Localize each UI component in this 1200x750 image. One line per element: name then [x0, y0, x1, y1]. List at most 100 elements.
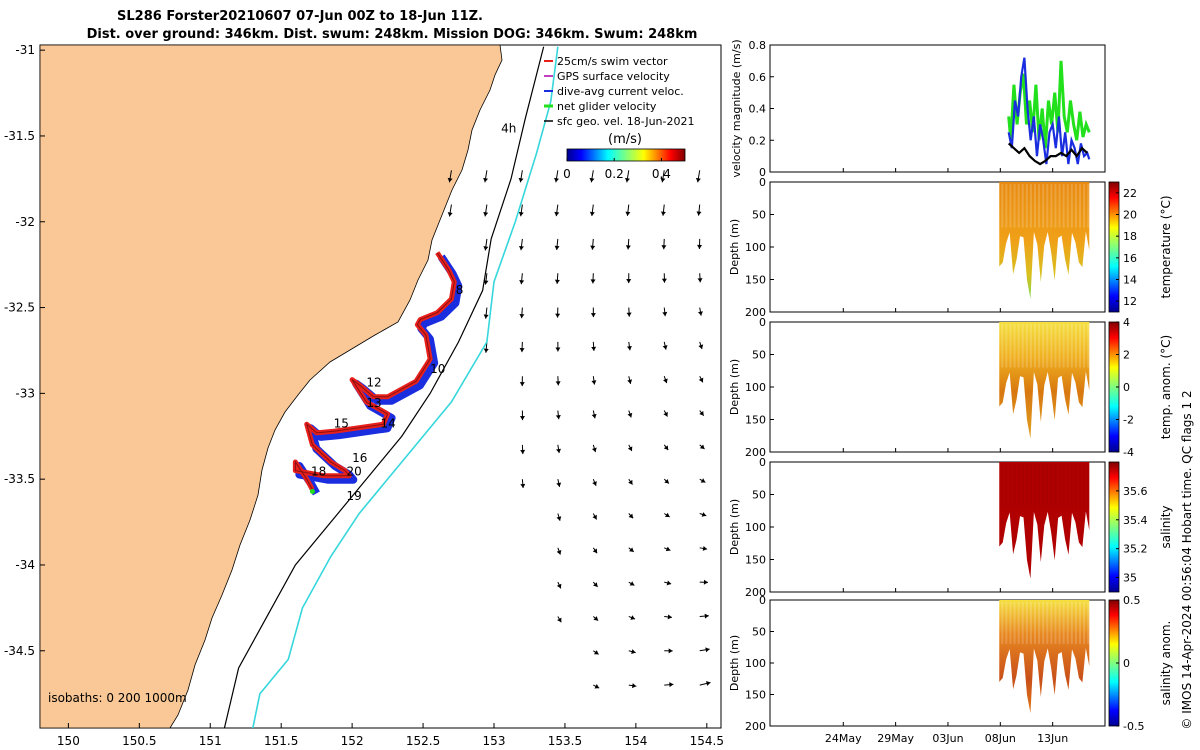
glider-track [292, 251, 463, 496]
lon-tick-label: 150 [57, 734, 80, 748]
time-axis-ticks: 24May 29May 03Jun 08Jun 13Jun [825, 168, 1068, 745]
current-vector-head [591, 447, 597, 453]
current-vectors [447, 170, 711, 689]
cbar-tick-label: -2 [1123, 414, 1134, 427]
time-tick-label: 29May [877, 732, 914, 745]
current-vector-head [695, 177, 701, 183]
current-vector-head [447, 212, 453, 217]
current-vector-head [591, 413, 597, 419]
cbar-label: salinity [1159, 505, 1173, 548]
depth-ylabel: Depth (m) [728, 219, 741, 275]
colorbar-unit: (m/s) [608, 132, 642, 147]
current-vector-head [697, 244, 703, 249]
current-vector-head [555, 313, 561, 318]
current-vector-head [626, 345, 632, 351]
cbar-label: temperature (°C) [1159, 196, 1173, 299]
depth-tick-label: 150 [745, 274, 766, 287]
day-label: 12 [366, 376, 381, 390]
current-vector-head [625, 245, 631, 250]
current-vector-head [518, 211, 524, 217]
profile-panel: 0 50 100 150 200 Depth (m) 4 2 0 -2 -4 temp. anom. … [728, 316, 1173, 459]
current-vector-head [592, 548, 598, 554]
lat-tick-label: -33 [15, 386, 35, 400]
depth-tick-label: 100 [745, 657, 766, 670]
depth-tick-label: 100 [745, 241, 766, 254]
velocity-series [1007, 57, 1091, 165]
depth-tick-label: 150 [745, 689, 766, 702]
current-vector-head [483, 212, 489, 217]
cbar-tick-label: 12 [1123, 295, 1137, 308]
cbar-tick-label: 2 [1123, 349, 1130, 362]
current-vector-head [626, 312, 632, 317]
lon-tick-label: 151.5 [264, 734, 298, 748]
velocity-tick-label: 0.2 [749, 134, 767, 147]
time-tick-label: 03Jun [932, 732, 963, 745]
current-vector-head [447, 177, 453, 183]
depth-tick-label: 50 [752, 349, 766, 362]
velocity-tick-label: 0.6 [749, 71, 767, 84]
lon-tick-label: 154.5 [690, 734, 724, 748]
imos-credit: © IMOS 14-Apr-2024 00:56:04 Hobart time.… [1180, 390, 1194, 729]
cbar-tick-label: 0.5 [1123, 594, 1141, 607]
current-vector-head [661, 278, 667, 283]
depth-tick-label: 100 [745, 521, 766, 534]
current-vector-head [700, 478, 706, 483]
current-vector-head [626, 279, 632, 284]
current-vector-head [664, 512, 670, 517]
profile-field [999, 462, 1090, 579]
current-vector-head [589, 177, 595, 183]
lon-tick-label: 154 [624, 734, 647, 748]
depth-tick-label: 200 [745, 586, 766, 599]
cbar-tick-label: 16 [1123, 252, 1137, 265]
current-vector-head [698, 377, 704, 383]
cbar-tick-label: -0.5 [1123, 720, 1144, 733]
current-vector-head [660, 177, 666, 183]
profile-panel: 0 50 100 150 200 Depth (m) 35.6 35.4 35.2 35 salin… [728, 456, 1173, 599]
depth-tick-label: 150 [745, 414, 766, 427]
current-vector-head [663, 445, 669, 451]
day-label: 19 [346, 489, 361, 503]
profile-panels: 0 0.2 0.4 0.6 0.8 velocity magnitude (m/s) 0 50… [728, 39, 1173, 733]
current-vector-head [590, 279, 596, 284]
current-vector-head [631, 649, 636, 655]
current-vector-head [624, 177, 630, 183]
current-vector-head [667, 614, 672, 620]
velocity-series [1007, 142, 1088, 166]
current-vector-head [628, 479, 633, 485]
current-vector-head [703, 579, 708, 585]
depth-tick-label: 50 [752, 209, 766, 222]
lat-tick-labels: -31 -31.5 -32 -32.5 -33 -33.5 -34 -34.5 [4, 43, 45, 658]
current-vector-head [664, 478, 669, 484]
current-vector-head [701, 512, 707, 517]
velocity-tick-label: 0.4 [749, 103, 767, 116]
current-vector-head [627, 446, 633, 452]
legend-gps-velocity: GPS surface velocity [557, 70, 670, 83]
cbar-label: temp. anom. (°C) [1159, 335, 1173, 439]
lat-tick-label: -34 [15, 558, 35, 572]
depth-tick-label: 200 [745, 306, 766, 319]
title-line1: SL286 Forster20210607 07-Jun 00Z to 18-J… [117, 9, 483, 24]
current-vector-head [520, 483, 526, 489]
current-vector-head [594, 684, 600, 689]
cbar-tick-label: 35.6 [1123, 485, 1148, 498]
current-vector-head [592, 514, 597, 520]
legend-sfc-geo: sfc geo. vel. 18-Jun-2021 [557, 115, 694, 128]
colorbar-tick-label: 0 [563, 167, 571, 181]
isobaths-label: isobaths: 0 200 1000m [48, 691, 187, 705]
map-legend: 25cm/s swim vector GPS surface velocity … [544, 55, 694, 128]
cbar-tick-label: 35.2 [1123, 543, 1148, 556]
cbar-tick-label: 18 [1123, 230, 1137, 243]
track-end-marker [309, 488, 315, 494]
cbar-tick-label: 20 [1123, 209, 1137, 222]
legend-dive-avg: dive-avg current veloc. [557, 85, 684, 98]
current-vector-head [518, 177, 524, 183]
current-vector-head [628, 513, 634, 519]
velocity-tick-label: 0.8 [749, 39, 767, 52]
lon-tick-labels: 150 150.5 151 151.5 152 152.5 153 153.5 154 154.5 [57, 723, 724, 748]
current-vector-head [662, 345, 668, 350]
depth-tick-label: 200 [745, 446, 766, 459]
profile-panel: 0 50 100 150 200 Depth (m) 22 20 18 16 14 12 tempera… [728, 176, 1173, 319]
current-vector-head [698, 344, 704, 350]
current-vector-head [697, 311, 703, 316]
